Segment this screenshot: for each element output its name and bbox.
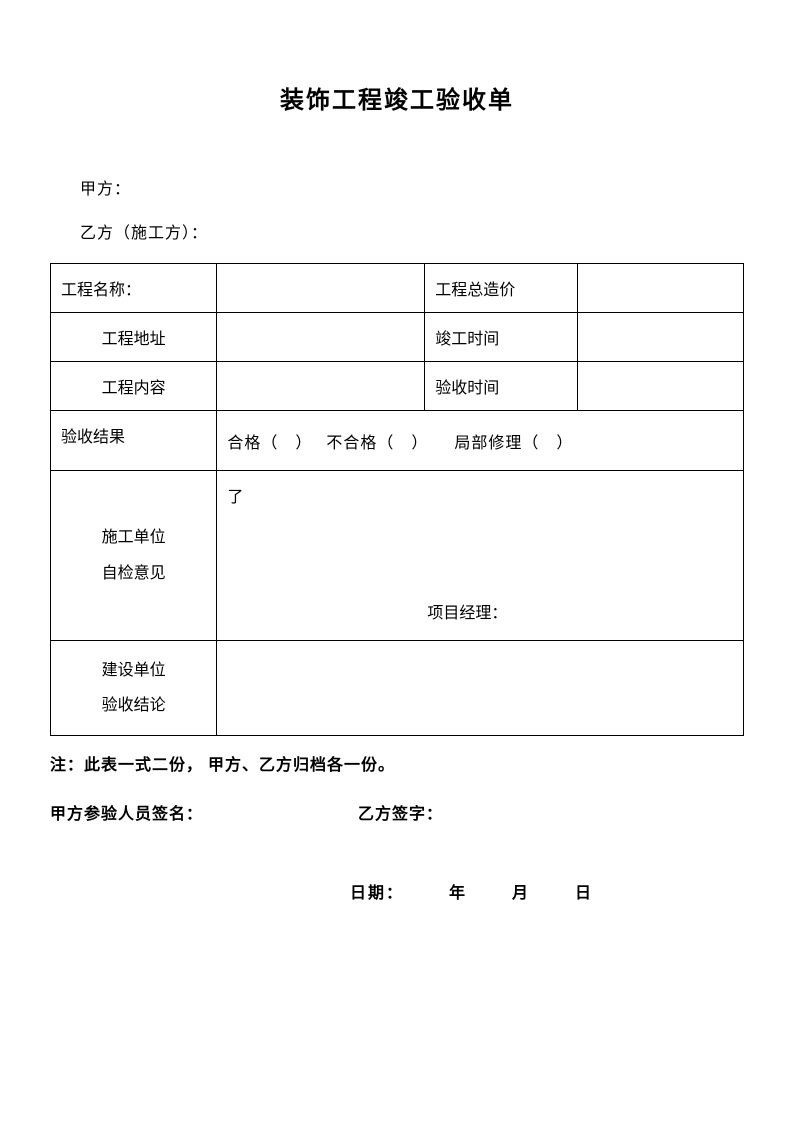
self-check-label: 施工单位 自检意见 [51,471,217,641]
signature-line: 甲方参验人员签名： 乙方签字： [50,800,744,824]
date-label: 日期： [350,885,404,902]
acceptance-time-value [577,362,743,411]
conclusion-label-line1: 建设单位 [61,653,206,688]
self-check-cell: 了 项目经理： [217,471,744,641]
table-row: 验收结果 合格（ ） 不合格（ ） 局部修理（ ） [51,411,744,471]
self-check-text: 了 [227,489,243,506]
completion-time-value [577,313,743,362]
acceptance-result-options: 合格（ ） 不合格（ ） 局部修理（ ） [227,435,573,452]
date-year: 年 [449,885,467,902]
conclusion-label-line2: 验收结论 [61,688,206,723]
completion-time-label: 竣工时间 [425,313,577,362]
page-title: 装饰工程竣工验收单 [50,80,744,115]
total-cost-value [577,264,743,313]
acceptance-result-label: 验收结果 [51,411,217,471]
conclusion-label: 建设单位 验收结论 [51,641,217,736]
date-line: 日期： 年 月 日 [350,879,744,903]
acceptance-table: 工程名称： 工程总造价 工程地址 竣工时间 工程内容 验收时间 验收结果 合格（… [50,263,744,736]
table-row: 工程地址 竣工时间 [51,313,744,362]
conclusion-value [217,641,744,736]
self-check-label-line1: 施工单位 [61,520,206,555]
signature-b-label: 乙方签字： [358,800,443,824]
project-name-label: 工程名称： [51,264,217,313]
acceptance-result-cell: 合格（ ） 不合格（ ） 局部修理（ ） [217,411,744,471]
project-name-value [217,264,425,313]
date-day: 日 [575,885,593,902]
project-address-label: 工程地址 [51,313,217,362]
table-row: 建设单位 验收结论 [51,641,744,736]
table-row: 施工单位 自检意见 了 项目经理： [51,471,744,641]
acceptance-time-label: 验收时间 [425,362,577,411]
project-manager-label: 项目经理： [427,599,507,623]
project-address-value [217,313,425,362]
date-month: 月 [512,885,530,902]
party-b-label: 乙方（施工方）： [80,219,744,243]
party-a-label: 甲方： [80,175,744,199]
table-row: 工程内容 验收时间 [51,362,744,411]
signature-a-label: 甲方参验人员签名： [50,800,203,824]
note-text: 注：此表一式二份， 甲方、乙方归档各一份。 [50,751,744,775]
self-check-label-line2: 自检意见 [61,556,206,591]
table-row: 工程名称： 工程总造价 [51,264,744,313]
total-cost-label: 工程总造价 [425,264,577,313]
project-content-label: 工程内容 [51,362,217,411]
project-content-value [217,362,425,411]
